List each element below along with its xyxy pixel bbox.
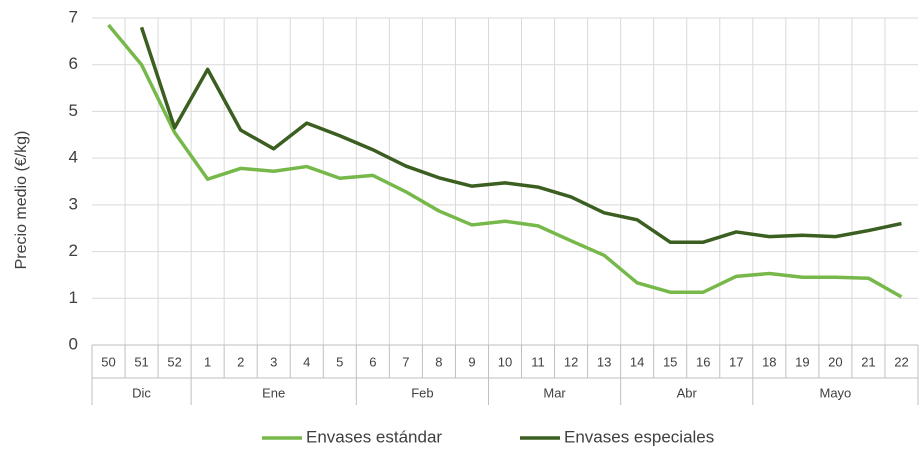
y-tick-label: 5 (69, 101, 78, 120)
x-tick-label: 20 (828, 354, 842, 369)
x-tick-label: 7 (402, 354, 409, 369)
x-tick-label: 52 (167, 354, 181, 369)
series-line (107, 23, 903, 299)
x-tick-label: 4 (303, 354, 310, 369)
x-tick-label: 19 (795, 354, 809, 369)
x-tick-label: 10 (498, 354, 512, 369)
month-label: Dic (132, 385, 151, 400)
x-tick-label: 18 (762, 354, 776, 369)
x-tick-label: 15 (663, 354, 677, 369)
x-tick-label: 11 (531, 354, 545, 369)
x-tick-label: 9 (468, 354, 475, 369)
x-tick-label: 2 (237, 354, 244, 369)
x-tick-label: 22 (894, 354, 908, 369)
x-tick-label: 51 (134, 354, 148, 369)
month-label: Ene (262, 385, 285, 400)
y-tick-label: 4 (69, 148, 78, 167)
x-tick-label: 21 (861, 354, 875, 369)
y-tick-label: 0 (69, 334, 78, 353)
x-tick-label: 8 (435, 354, 442, 369)
y-tick-label: 1 (69, 288, 78, 307)
legend-label: Envases estándar (306, 427, 442, 446)
month-label: Mayo (820, 385, 852, 400)
month-label: Abr (677, 385, 698, 400)
x-tick-label: 50 (101, 354, 115, 369)
x-tick-label: 3 (270, 354, 277, 369)
series-line (139, 26, 902, 244)
x-tick-label: 16 (696, 354, 710, 369)
y-axis-label: Precio medio (€/kg) (13, 131, 30, 270)
x-tick-label: 14 (630, 354, 644, 369)
x-tick-label: 5 (336, 354, 343, 369)
y-tick-label: 7 (69, 7, 78, 26)
x-tick-label: 17 (729, 354, 743, 369)
x-tick-label: 6 (369, 354, 376, 369)
y-tick-label: 2 (69, 241, 78, 260)
month-label: Mar (543, 385, 566, 400)
legend-label: Envases especiales (564, 427, 714, 446)
y-tick-label: 6 (69, 54, 78, 73)
y-tick-label: 3 (69, 194, 78, 213)
x-tick-label: 12 (564, 354, 578, 369)
month-label: Feb (411, 385, 433, 400)
x-tick-label: 13 (597, 354, 611, 369)
x-tick-label: 1 (204, 354, 211, 369)
